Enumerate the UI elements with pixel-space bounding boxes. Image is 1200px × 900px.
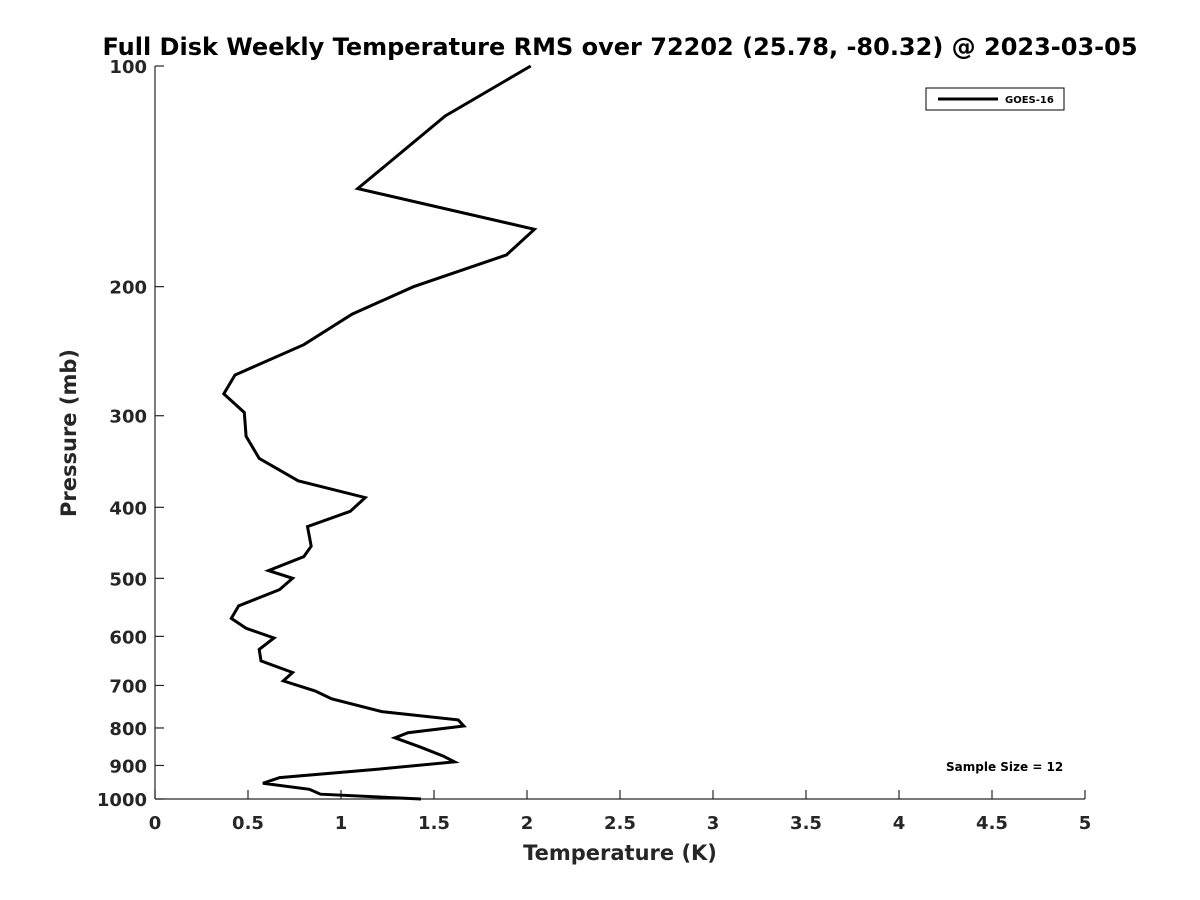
x-tick-label: 2.5	[604, 813, 636, 834]
plot-area: 0 0.5 1 1.5 2 2.5 3 3.5 4 4.5 5 100 200 300 400 500 600 7…	[97, 57, 1091, 834]
y-tick-label: 700	[109, 676, 147, 697]
legend-label-goes-16: GOES-16	[1005, 95, 1054, 106]
y-tick-label: 600	[109, 627, 147, 648]
series-line-goes-16	[221, 64, 538, 801]
sample-size-annotation: Sample Size = 12	[946, 760, 1063, 774]
y-tick-label: 800	[109, 719, 147, 740]
x-tick-label: 4	[893, 813, 906, 834]
x-axis-label: Temperature (K)	[523, 841, 717, 865]
x-tick-label: 3.5	[790, 813, 822, 834]
chart-title: Full Disk Weekly Temperature RMS over 72…	[102, 33, 1137, 61]
y-tick-label: 100	[109, 57, 147, 78]
x-tick-label: 1.5	[418, 813, 450, 834]
x-tick-label: 0.5	[232, 813, 264, 834]
x-tick-label: 3	[707, 813, 720, 834]
x-tick-label: 4.5	[976, 813, 1008, 834]
x-tick-label: 0	[149, 813, 162, 834]
y-tick-label: 300	[109, 407, 147, 428]
y-tick-label: 400	[109, 498, 147, 519]
y-tick-label: 200	[109, 278, 147, 299]
x-tick-label: 2	[521, 813, 534, 834]
y-tick-label: 1000	[97, 790, 147, 811]
legend: GOES-16	[925, 87, 1065, 111]
y-tick-label: 900	[109, 756, 147, 777]
x-tick-label: 1	[335, 813, 348, 834]
y-tick-label: 500	[109, 569, 147, 590]
x-tick-label: 5	[1079, 813, 1092, 834]
y-axis-label: Pressure (mb)	[57, 349, 81, 517]
